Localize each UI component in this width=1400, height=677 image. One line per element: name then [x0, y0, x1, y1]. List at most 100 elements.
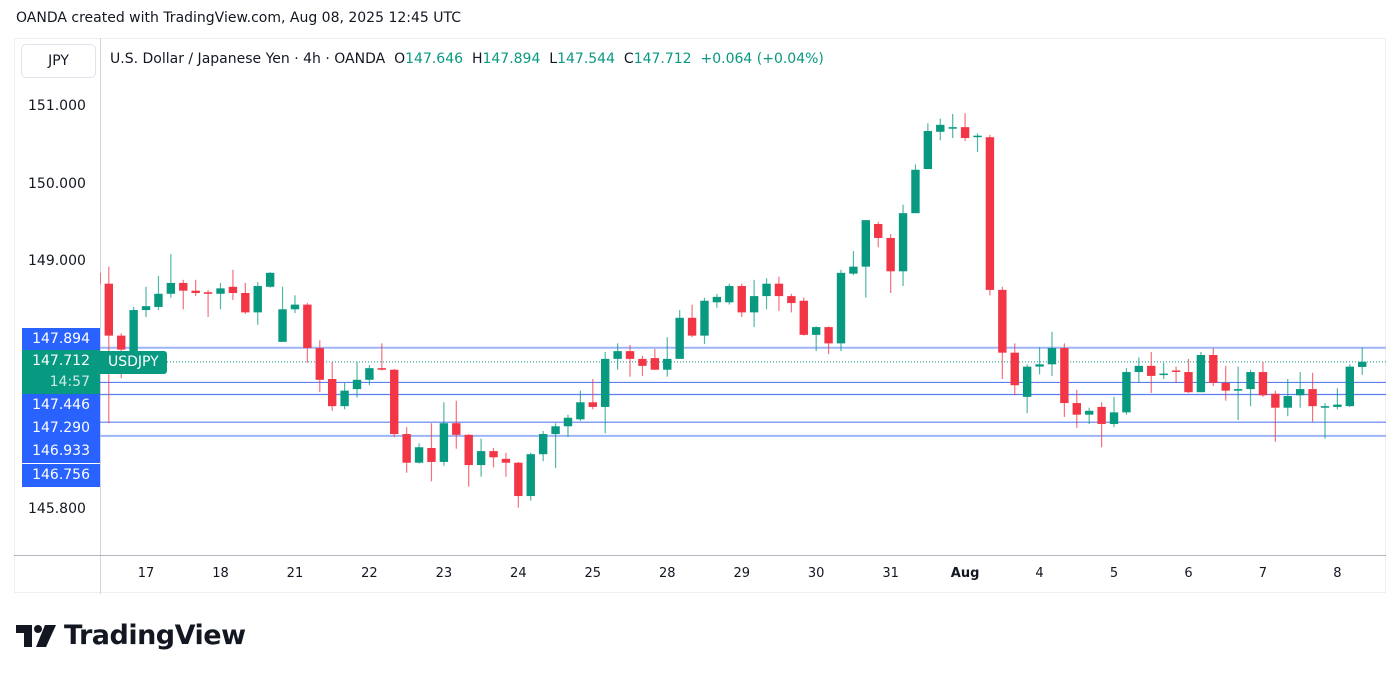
candle-body — [588, 402, 597, 407]
candle-up — [663, 337, 672, 377]
candle-body — [675, 317, 684, 359]
legend-low: 147.544 — [557, 51, 615, 67]
candle-up — [576, 390, 585, 421]
candle-down — [874, 221, 883, 248]
candle-up — [563, 414, 573, 438]
candle-body — [414, 447, 424, 463]
candle-body — [104, 283, 114, 336]
candle-body — [824, 327, 833, 344]
legend-close: 147.712 — [633, 51, 692, 67]
candle-down — [377, 343, 387, 371]
candle-down — [228, 269, 238, 300]
candle-body — [216, 288, 225, 294]
candle-body — [663, 358, 672, 370]
candle-body — [973, 135, 982, 138]
candle-body — [278, 309, 287, 342]
candle-body — [315, 348, 324, 380]
time-tick-label: Aug — [950, 566, 980, 581]
candle-body — [191, 290, 200, 293]
candle-down — [402, 427, 411, 473]
candlestick-plot[interactable] — [100, 38, 1386, 555]
candle-down — [650, 348, 660, 370]
time-tick-label: 6 — [1184, 566, 1193, 581]
time-axis[interactable]: 17 18 21 22 23 24 25 28 29 30 31 Aug 4 5 6 7 8 — [14, 555, 1386, 594]
candle-down — [241, 282, 250, 314]
candle-down — [737, 283, 746, 318]
candle-body — [563, 417, 573, 427]
candle-body — [1047, 348, 1057, 365]
time-tick-label: 21 — [286, 566, 304, 581]
candle-body — [265, 272, 275, 287]
candle-body — [911, 169, 920, 214]
candle-body — [1035, 364, 1044, 367]
price-axis[interactable] — [14, 38, 101, 555]
candle-body — [985, 137, 995, 290]
symbol-currency-box[interactable]: JPY — [21, 44, 96, 78]
candle-down — [1209, 348, 1218, 386]
candle-up — [923, 123, 933, 169]
candle-up — [1134, 357, 1144, 383]
candle-down — [303, 303, 312, 363]
candle-down — [1147, 351, 1156, 393]
candle-body — [1345, 366, 1355, 407]
time-tick-label: 17 — [137, 566, 155, 581]
candle-body — [1072, 403, 1081, 415]
candle-down — [774, 276, 784, 311]
candle-down — [1010, 343, 1019, 396]
candle-up — [365, 365, 374, 386]
candle-up — [849, 251, 858, 276]
candle-up — [700, 297, 709, 345]
logo-text: TradingView — [64, 620, 246, 651]
candle-body — [402, 434, 411, 463]
legend-title: U.S. Dollar / Japanese Yen · 4h · OANDA — [110, 51, 386, 67]
candle-up — [1022, 364, 1032, 414]
candle-down — [1271, 390, 1280, 442]
time-tick-label: 4 — [1035, 566, 1044, 581]
candle-down — [886, 234, 895, 293]
candle-up — [216, 282, 225, 310]
candle-body — [228, 286, 238, 293]
level-badge-146756: 146.756 — [22, 464, 100, 487]
candle-body — [576, 402, 585, 420]
time-tick-label: 7 — [1258, 566, 1268, 581]
candle-down — [625, 344, 635, 377]
candle-body — [1097, 406, 1106, 424]
candle-body — [1308, 389, 1317, 407]
candle-body — [923, 131, 933, 169]
candle-up — [439, 402, 449, 466]
candle-down — [464, 434, 473, 487]
candle-up — [538, 430, 548, 462]
candle-up — [1295, 372, 1305, 408]
candle-body — [452, 423, 461, 435]
legend-high: 147.894 — [482, 51, 541, 67]
candle-down — [824, 326, 833, 355]
candle-body — [166, 282, 176, 294]
candle-body — [1333, 404, 1342, 407]
candle-body — [1134, 365, 1144, 373]
candle-body — [241, 293, 250, 313]
level-badge-147290: 147.290 — [22, 417, 100, 440]
candle-body — [762, 283, 771, 297]
candle-body — [1060, 348, 1069, 404]
candle-body — [948, 127, 957, 129]
candle-up — [911, 164, 920, 214]
candle-up — [265, 272, 275, 288]
candle-down — [687, 304, 697, 338]
candle-down — [191, 279, 200, 297]
candle-up — [476, 438, 486, 477]
candle-down — [514, 461, 523, 508]
candle-body — [1122, 372, 1131, 413]
candle-body — [774, 283, 784, 297]
candle-body — [849, 266, 858, 274]
candle-body — [290, 304, 300, 310]
candle-body — [638, 358, 647, 366]
time-tick-label: 25 — [584, 566, 602, 581]
candle-up — [1283, 379, 1292, 417]
candle-body — [960, 127, 970, 138]
candle-up — [836, 269, 846, 352]
candle-up — [526, 452, 535, 501]
candle-up — [675, 310, 684, 359]
candle-body — [1320, 406, 1330, 408]
candle-body — [936, 124, 945, 132]
candle-body — [117, 335, 126, 350]
